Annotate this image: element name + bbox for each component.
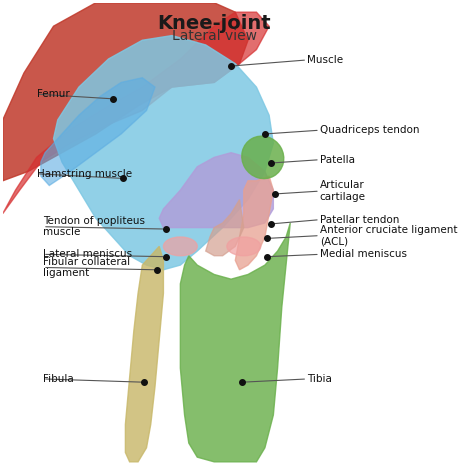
Text: Anterior cruciate ligament
(ACL): Anterior cruciate ligament (ACL): [320, 225, 457, 246]
Text: Fibula: Fibula: [43, 374, 73, 384]
Text: Patellar tendon: Patellar tendon: [320, 215, 399, 225]
Ellipse shape: [164, 237, 197, 256]
Polygon shape: [206, 200, 244, 256]
Polygon shape: [41, 78, 155, 185]
Text: Femur: Femur: [36, 89, 69, 99]
Polygon shape: [54, 36, 273, 270]
Polygon shape: [180, 223, 290, 462]
Text: Lateral view: Lateral view: [172, 28, 256, 43]
Text: Knee-joint: Knee-joint: [157, 15, 271, 34]
Text: Quadriceps tendon: Quadriceps tendon: [320, 125, 419, 135]
Polygon shape: [126, 246, 164, 462]
Polygon shape: [159, 153, 273, 228]
Text: Tibia: Tibia: [307, 374, 332, 384]
Text: Fibular collateral
ligament: Fibular collateral ligament: [43, 256, 130, 278]
Text: Articular
cartilage: Articular cartilage: [320, 180, 366, 202]
Text: Tendon of popliteus
muscle: Tendon of popliteus muscle: [43, 216, 145, 237]
Ellipse shape: [242, 136, 284, 179]
Text: Muscle: Muscle: [307, 55, 343, 65]
Text: Lateral meniscus: Lateral meniscus: [43, 249, 132, 259]
Ellipse shape: [227, 237, 261, 256]
Text: Medial meniscus: Medial meniscus: [320, 249, 407, 259]
Polygon shape: [235, 176, 273, 270]
Polygon shape: [3, 12, 269, 214]
Text: Hamstring muscle: Hamstring muscle: [36, 169, 132, 179]
Polygon shape: [3, 3, 248, 181]
Text: Patella: Patella: [320, 155, 355, 164]
